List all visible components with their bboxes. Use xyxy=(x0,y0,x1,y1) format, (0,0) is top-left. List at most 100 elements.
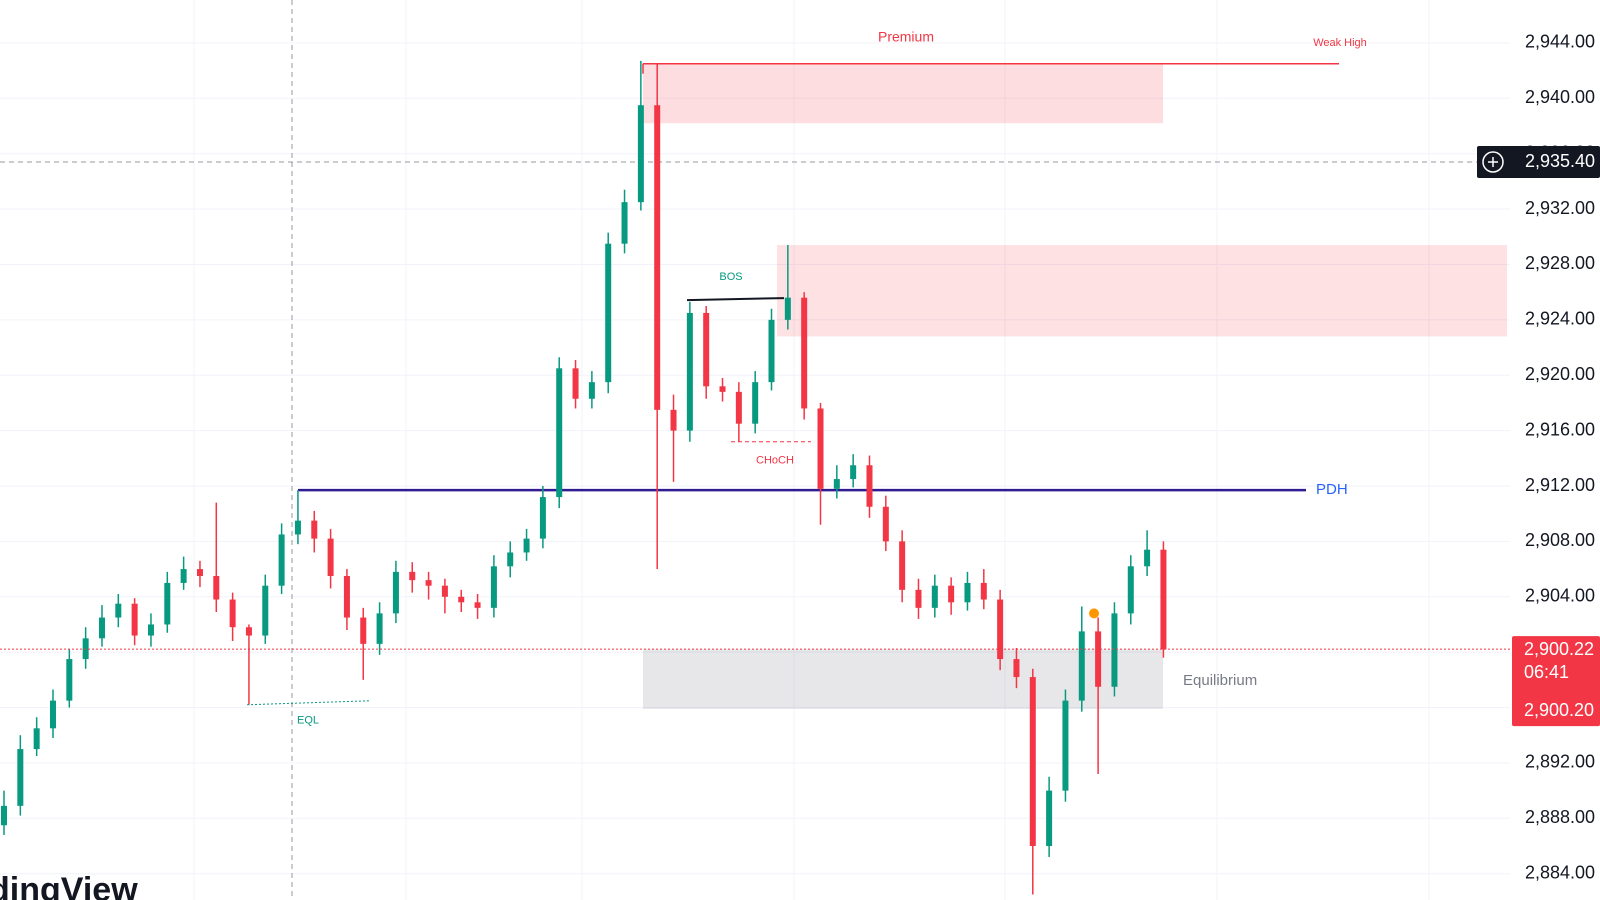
candle-body xyxy=(33,728,40,750)
candle-body xyxy=(458,596,465,603)
candle-body xyxy=(1078,631,1085,701)
pdh-label: PDH xyxy=(1316,481,1348,498)
candle-body xyxy=(1095,631,1102,687)
bos-label: BOS xyxy=(719,271,742,283)
candle-body xyxy=(278,534,285,586)
y-tick-label: 2,912.00 xyxy=(1525,475,1595,495)
candle-body xyxy=(131,603,138,636)
candle-body xyxy=(49,700,56,729)
y-tick-label: 2,892.00 xyxy=(1525,752,1595,772)
watermark: TradingView xyxy=(0,871,138,900)
candle-body xyxy=(850,465,857,480)
candle-body xyxy=(115,603,122,618)
last-price-label: 2,900.22 xyxy=(1524,639,1594,659)
y-tick-label: 2,940.00 xyxy=(1525,87,1595,107)
candle-body xyxy=(17,749,24,806)
premium-zone xyxy=(643,63,1163,124)
candle-body xyxy=(997,599,1004,660)
candle-body xyxy=(441,585,448,597)
weak-high-label: Weak High xyxy=(1313,37,1367,49)
candle-body xyxy=(1,805,7,826)
candle-body xyxy=(556,368,563,498)
plus-icon-cross xyxy=(1488,157,1498,167)
candle-body xyxy=(1046,790,1053,846)
candle-body xyxy=(915,589,922,608)
candle-body xyxy=(180,569,187,583)
candle-body xyxy=(833,479,840,489)
choch-label: CHoCH xyxy=(756,455,794,467)
candle-body xyxy=(164,582,171,625)
candle-body xyxy=(719,386,726,392)
candle-body xyxy=(703,312,710,387)
y-tick-label: 2,932.00 xyxy=(1525,198,1595,218)
y-tick-label: 2,920.00 xyxy=(1525,364,1595,384)
candle-body xyxy=(588,382,595,399)
eql-label: EQL xyxy=(297,715,319,727)
y-tick-label: 2,944.00 xyxy=(1525,32,1595,52)
candle-body xyxy=(425,580,432,586)
candle-body xyxy=(980,582,987,600)
last-price-label-2: 2,900.20 xyxy=(1524,700,1594,720)
candle-body xyxy=(882,506,889,542)
marker-dot xyxy=(1089,608,1099,619)
candle-body xyxy=(948,585,955,603)
equilibrium-zone xyxy=(643,649,1163,709)
crosshair-label: 2,935.40 xyxy=(1477,146,1600,178)
candle-body xyxy=(1029,677,1036,846)
y-tick-label: 2,904.00 xyxy=(1525,586,1595,606)
y-tick-label: 2,908.00 xyxy=(1525,530,1595,550)
candle-body xyxy=(409,571,416,581)
y-tick-label: 2,924.00 xyxy=(1525,309,1595,329)
candle-body xyxy=(392,571,399,614)
candle-body xyxy=(817,408,824,489)
candle-body xyxy=(474,602,481,608)
candle-body xyxy=(539,497,546,539)
candle-body xyxy=(686,312,693,431)
candle-body xyxy=(245,627,252,636)
candle-body xyxy=(637,105,644,203)
premium-label: Premium xyxy=(878,29,934,45)
candle-body xyxy=(964,582,971,603)
candle-body xyxy=(376,613,383,644)
candle-body xyxy=(66,659,73,701)
crosshair-price: 2,935.40 xyxy=(1525,151,1595,171)
candle-body xyxy=(262,585,269,636)
candle-body xyxy=(311,520,318,539)
candle-body xyxy=(294,520,301,535)
candle-body xyxy=(147,624,154,636)
candle-body xyxy=(327,538,334,576)
candle-body xyxy=(1062,700,1069,791)
candle-body xyxy=(1013,659,1020,678)
candle-body xyxy=(343,576,350,618)
candle-body xyxy=(1111,613,1118,687)
candle-body xyxy=(1127,566,1134,614)
candle-body xyxy=(654,105,661,410)
candle-body xyxy=(490,566,497,608)
plus-icon xyxy=(1482,151,1504,173)
last-price-bg xyxy=(1512,636,1600,727)
y-tick-label: 2,916.00 xyxy=(1525,419,1595,439)
eql-line xyxy=(246,700,371,706)
candle-body xyxy=(360,617,367,644)
candle-body xyxy=(1144,549,1151,567)
candle-body xyxy=(98,617,105,639)
candle-body xyxy=(196,569,203,576)
crosshair-label-bg xyxy=(1477,146,1600,178)
candle-body xyxy=(931,585,938,608)
candle-body xyxy=(621,202,628,244)
candle-body xyxy=(735,391,742,424)
supply-zone xyxy=(777,245,1507,337)
y-tick-label: 2,928.00 xyxy=(1525,253,1595,273)
candle-body xyxy=(507,552,514,567)
candle-body xyxy=(213,576,220,600)
candle-body xyxy=(572,368,579,399)
candle-body xyxy=(801,297,808,409)
candle-body xyxy=(229,599,236,628)
candle-body xyxy=(899,541,906,590)
candle-body xyxy=(1160,549,1167,650)
bos-line xyxy=(686,297,785,302)
countdown-label: 06:41 xyxy=(1524,662,1569,682)
